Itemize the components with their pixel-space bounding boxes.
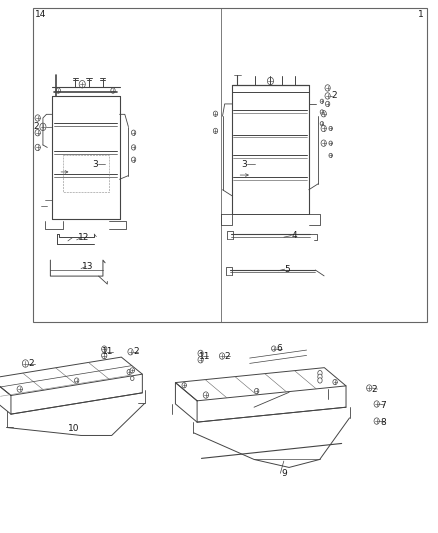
Text: 1: 1 (418, 11, 424, 19)
Circle shape (56, 88, 60, 93)
Circle shape (79, 80, 85, 88)
Text: 6: 6 (276, 344, 283, 353)
Circle shape (74, 378, 79, 383)
Circle shape (367, 385, 372, 391)
Circle shape (22, 360, 28, 367)
Text: 2: 2 (34, 123, 39, 131)
Circle shape (321, 140, 326, 147)
Text: 7: 7 (380, 401, 386, 409)
Circle shape (198, 350, 203, 357)
Circle shape (102, 346, 107, 352)
Circle shape (219, 353, 225, 359)
Text: 5: 5 (284, 265, 290, 273)
Circle shape (325, 101, 330, 107)
Circle shape (40, 123, 46, 131)
Text: 2: 2 (372, 385, 377, 393)
Text: 11: 11 (102, 348, 114, 356)
Circle shape (325, 93, 330, 99)
Text: 3: 3 (92, 160, 99, 168)
Circle shape (35, 130, 40, 136)
Circle shape (374, 401, 379, 407)
Circle shape (321, 125, 326, 132)
Circle shape (329, 126, 332, 131)
Circle shape (198, 357, 203, 363)
Text: 2: 2 (133, 348, 138, 356)
Circle shape (320, 110, 324, 114)
Text: 2: 2 (331, 92, 336, 100)
Circle shape (374, 418, 379, 424)
Circle shape (321, 110, 326, 117)
Circle shape (131, 145, 136, 150)
Bar (33, 8, 427, 322)
Circle shape (128, 349, 133, 355)
Circle shape (272, 346, 276, 351)
Circle shape (203, 392, 208, 398)
Circle shape (35, 115, 40, 121)
Circle shape (131, 376, 134, 381)
Circle shape (130, 368, 134, 373)
Text: 13: 13 (82, 262, 93, 271)
Text: 14: 14 (35, 11, 46, 19)
Circle shape (131, 157, 136, 163)
Circle shape (213, 111, 218, 116)
Text: 9: 9 (281, 469, 287, 478)
Text: 10: 10 (68, 424, 79, 433)
Circle shape (318, 378, 322, 383)
Circle shape (318, 374, 322, 379)
Circle shape (127, 369, 131, 375)
Circle shape (182, 383, 187, 388)
Text: 2: 2 (224, 352, 230, 360)
Circle shape (329, 141, 332, 146)
Circle shape (102, 352, 107, 359)
Text: 3: 3 (241, 160, 247, 168)
Text: 12: 12 (78, 233, 90, 242)
Circle shape (35, 144, 40, 151)
Circle shape (254, 389, 259, 394)
Circle shape (267, 77, 273, 85)
Circle shape (320, 122, 324, 126)
Circle shape (17, 386, 22, 392)
Circle shape (131, 130, 136, 135)
Circle shape (111, 88, 115, 93)
Circle shape (320, 99, 324, 103)
Text: 8: 8 (380, 418, 386, 426)
Circle shape (333, 379, 337, 385)
Circle shape (325, 85, 330, 91)
Text: 4: 4 (292, 231, 297, 240)
Circle shape (213, 128, 218, 134)
Circle shape (329, 154, 332, 158)
Text: 2: 2 (29, 359, 34, 368)
Text: 11: 11 (199, 352, 211, 360)
Circle shape (318, 370, 322, 376)
